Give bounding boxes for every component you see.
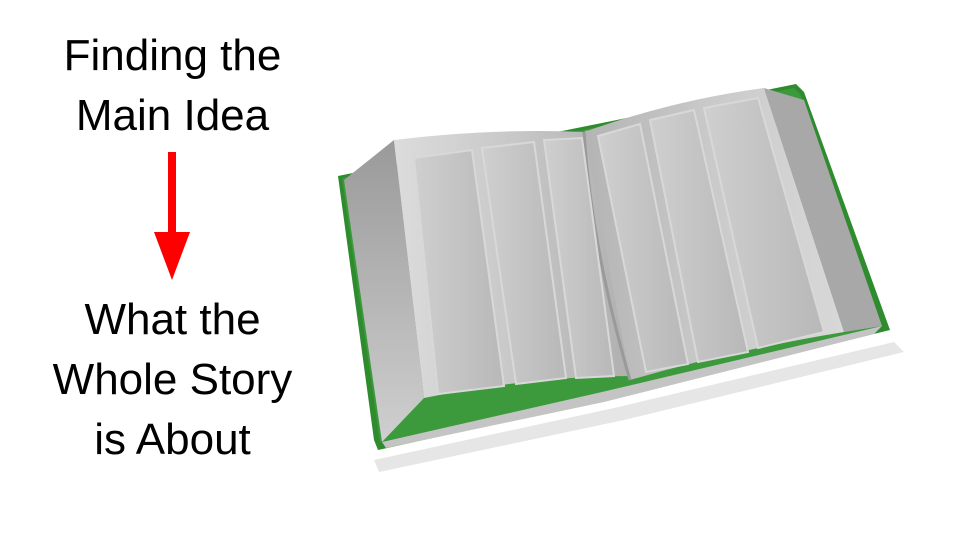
subheading-line-2: Whole Story bbox=[52, 355, 293, 404]
heading-line-2: Main Idea bbox=[75, 91, 270, 140]
subheading-line-3: is About bbox=[94, 415, 251, 464]
subheading-line-1: What the bbox=[84, 295, 261, 344]
heading-line-1: Finding the bbox=[63, 31, 282, 80]
down-arrow-icon bbox=[154, 152, 190, 280]
open-book-icon bbox=[338, 84, 904, 472]
